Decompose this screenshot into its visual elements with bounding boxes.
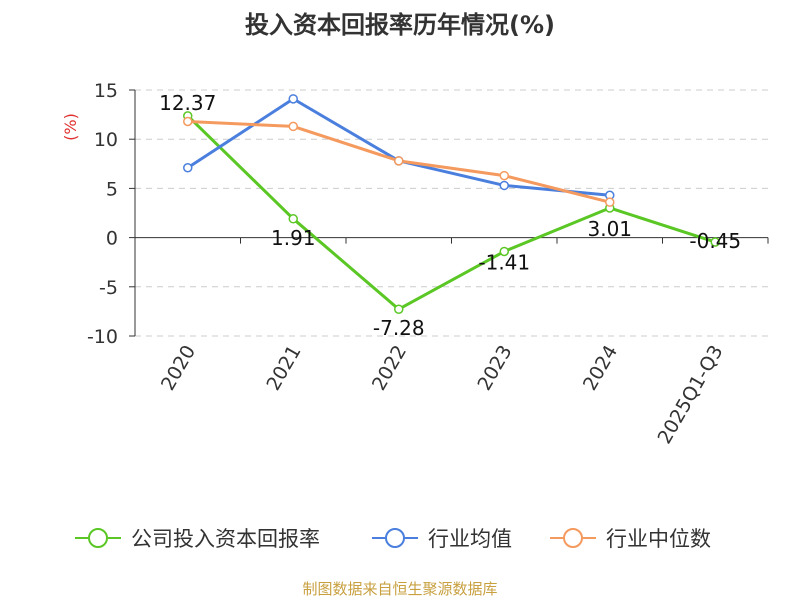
data-label: -1.41 bbox=[478, 250, 530, 274]
data-point bbox=[499, 246, 509, 257]
axes bbox=[129, 89, 769, 337]
legend-marker bbox=[88, 528, 108, 548]
legend-item: 公司投入资本回报率 bbox=[75, 527, 320, 551]
data-point bbox=[605, 197, 615, 207]
data-label: -7.28 bbox=[373, 316, 425, 340]
x-tick-labels: 2020 2021 2022 2023 2024 2025Q1-Q3 bbox=[157, 342, 728, 448]
x-tick-label: 2025Q1-Q3 bbox=[654, 342, 728, 448]
data-point bbox=[288, 121, 298, 132]
series-lines bbox=[186, 97, 716, 311]
legend-item: 行业中位数 bbox=[550, 527, 711, 551]
series-line-0 bbox=[186, 114, 716, 311]
y-tick-label: 15 bbox=[94, 80, 118, 102]
legend-item: 行业均值 bbox=[372, 527, 512, 551]
data-label: 12.37 bbox=[159, 91, 216, 115]
data-point bbox=[394, 304, 404, 314]
data-point bbox=[499, 180, 509, 191]
y-tick-label: -10 bbox=[87, 326, 118, 348]
data-label: -0.45 bbox=[689, 229, 741, 253]
legend-marker bbox=[385, 528, 405, 548]
gridlines bbox=[135, 89, 768, 337]
data-point bbox=[710, 237, 720, 247]
y-tick-label: 5 bbox=[106, 178, 118, 200]
legend-label: 行业中位数 bbox=[606, 527, 711, 551]
x-tick-label: 2021 bbox=[262, 342, 305, 395]
y-tick-label: 0 bbox=[106, 228, 118, 250]
x-tick-label: 2020 bbox=[157, 342, 200, 395]
x-tick-label: 2023 bbox=[473, 342, 516, 395]
data-label: 1.91 bbox=[271, 226, 316, 250]
y-tick-labels: 15 10 5 0 -5 -10 bbox=[87, 80, 118, 348]
y-axis-label: (%) bbox=[61, 113, 80, 141]
y-tick-label: -5 bbox=[99, 277, 118, 299]
y-tick-label: 10 bbox=[94, 129, 118, 151]
legend-label: 公司投入资本回报率 bbox=[131, 527, 320, 551]
chart-title: 投入资本回报率历年情况(%) bbox=[245, 11, 555, 39]
data-point bbox=[288, 94, 298, 104]
data-point bbox=[288, 214, 298, 224]
legend: 公司投入资本回报率 行业均值 行业中位数 bbox=[75, 527, 711, 551]
x-tick-label: 2022 bbox=[368, 342, 411, 395]
source-note: 制图数据来自恒生聚源数据库 bbox=[302, 580, 497, 598]
data-point bbox=[183, 116, 193, 127]
series-points bbox=[183, 94, 720, 314]
data-point bbox=[183, 162, 193, 173]
data-labels: 12.37 1.91 -7.28 -1.41 3.01 -0.45 bbox=[159, 91, 741, 340]
data-label: 3.01 bbox=[587, 217, 632, 241]
legend-marker bbox=[563, 528, 583, 548]
legend-label: 行业均值 bbox=[428, 527, 512, 551]
series-line-1 bbox=[186, 97, 610, 197]
x-tick-label: 2024 bbox=[579, 342, 622, 395]
data-point bbox=[499, 170, 509, 181]
data-point bbox=[394, 156, 404, 166]
